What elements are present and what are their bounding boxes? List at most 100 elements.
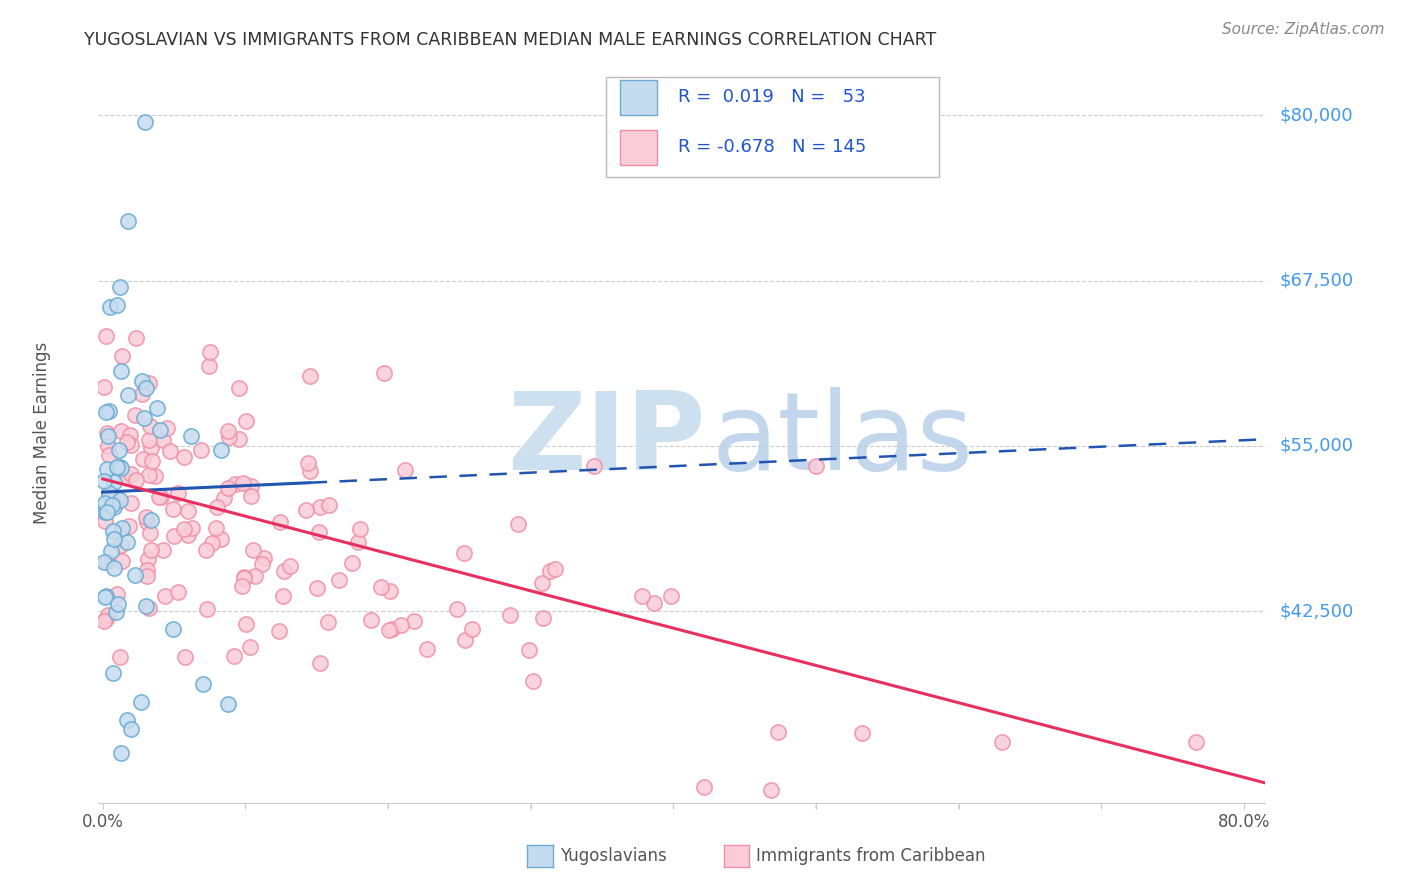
Point (135, 599, 157, 613)
Point (522, 673, 544, 688)
Point (370, 580, 392, 594)
Point (195, 542, 218, 557)
Text: R =  0.019   N =   53: R = 0.019 N = 53 (679, 88, 866, 106)
Point (120, 496, 142, 510)
Point (232, 569, 254, 583)
Point (232, 476, 254, 491)
Point (190, 442, 212, 457)
Point (136, 552, 159, 566)
Point (110, 364, 132, 378)
Point (851, 726, 873, 740)
Point (94, 589, 117, 603)
Point (110, 460, 132, 475)
Point (1185, 734, 1208, 748)
Point (531, 576, 554, 591)
Point (235, 414, 257, 428)
Point (118, 519, 141, 533)
Point (101, 665, 124, 680)
Point (461, 622, 484, 636)
Point (143, 469, 166, 483)
Point (402, 614, 425, 628)
Text: Yugoslavians: Yugoslavians (560, 847, 666, 865)
Text: $67,500: $67,500 (1279, 271, 1354, 290)
Point (224, 648, 246, 663)
Point (233, 570, 256, 584)
Point (349, 522, 371, 536)
Point (125, 331, 148, 345)
Point (162, 502, 184, 516)
Point (267, 624, 290, 639)
Point (110, 649, 132, 664)
Point (138, 376, 160, 391)
Point (180, 428, 202, 442)
Point (309, 656, 332, 670)
Point (110, 492, 132, 507)
Point (97, 607, 120, 622)
Point (299, 368, 322, 383)
Point (381, 622, 404, 636)
Point (761, 782, 783, 797)
Point (105, 459, 128, 474)
Point (93, 474, 115, 488)
Point (97, 404, 120, 418)
Point (181, 521, 204, 535)
Point (228, 381, 250, 395)
FancyBboxPatch shape (620, 79, 658, 115)
Point (94, 496, 117, 510)
Point (134, 115, 156, 129)
Point (360, 613, 382, 627)
Point (239, 640, 262, 654)
Text: Median Male Earnings: Median Male Earnings (34, 342, 52, 524)
Point (295, 503, 318, 517)
Point (135, 380, 157, 394)
Point (269, 515, 291, 529)
Point (328, 573, 350, 587)
Point (100, 543, 122, 558)
Point (97, 487, 120, 501)
Point (96, 329, 118, 343)
Point (217, 481, 239, 495)
Point (96, 555, 118, 569)
Point (271, 589, 294, 603)
Text: Source: ZipAtlas.com: Source: ZipAtlas.com (1222, 22, 1385, 37)
Point (991, 735, 1014, 749)
Point (110, 521, 132, 535)
Point (101, 498, 124, 512)
Point (139, 542, 162, 557)
Point (124, 409, 146, 423)
Point (394, 463, 416, 477)
Point (177, 527, 200, 541)
Point (96, 613, 118, 627)
Point (174, 649, 197, 664)
Point (218, 430, 240, 444)
Point (124, 473, 146, 487)
Point (240, 489, 263, 503)
Point (231, 579, 253, 593)
Point (177, 504, 200, 518)
Point (96, 462, 118, 476)
Point (416, 641, 439, 656)
Point (103, 500, 125, 514)
Point (201, 536, 224, 550)
Point (136, 516, 159, 530)
Point (453, 545, 475, 559)
Point (298, 464, 321, 478)
Point (94, 514, 117, 528)
Point (531, 610, 554, 624)
Point (117, 713, 139, 727)
Point (250, 557, 273, 571)
Point (148, 423, 170, 437)
Point (105, 605, 128, 619)
Text: $80,000: $80,000 (1279, 106, 1353, 124)
Point (93, 555, 115, 569)
Point (103, 532, 125, 546)
Point (149, 490, 172, 504)
Point (120, 467, 142, 481)
Point (205, 500, 228, 514)
Point (242, 542, 264, 557)
Point (132, 411, 155, 425)
Point (110, 424, 132, 438)
Point (141, 441, 163, 455)
Point (191, 677, 214, 691)
Point (582, 458, 605, 473)
